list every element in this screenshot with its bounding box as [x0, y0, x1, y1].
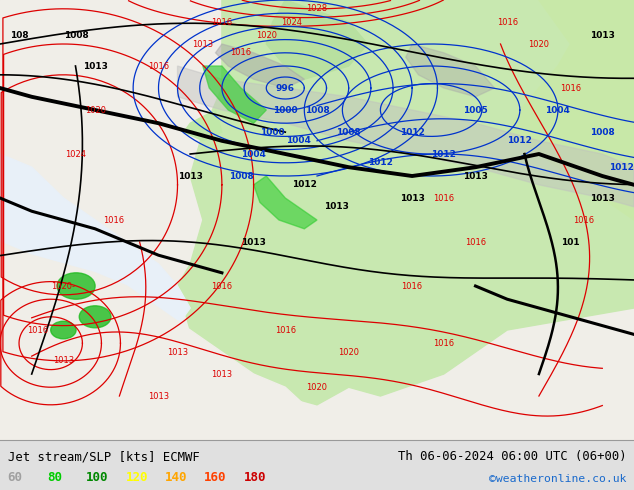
Text: 1016: 1016: [103, 216, 125, 224]
Polygon shape: [0, 242, 304, 440]
Polygon shape: [178, 0, 634, 405]
Polygon shape: [0, 154, 190, 440]
Polygon shape: [254, 176, 317, 229]
Text: 1013: 1013: [590, 194, 615, 202]
Text: 1013: 1013: [463, 172, 488, 180]
Text: 1020: 1020: [306, 383, 328, 392]
Text: 1016: 1016: [401, 282, 423, 291]
Text: 1013: 1013: [211, 369, 233, 378]
Text: 1016: 1016: [211, 18, 233, 26]
Text: 1016: 1016: [433, 339, 455, 348]
Text: 1013: 1013: [148, 392, 169, 400]
Text: 1016: 1016: [465, 238, 486, 246]
Text: ©weatheronline.co.uk: ©weatheronline.co.uk: [489, 474, 626, 484]
Text: 160: 160: [204, 471, 226, 484]
Text: 180: 180: [243, 471, 266, 484]
Text: 1020: 1020: [256, 31, 277, 40]
Text: 1013: 1013: [82, 62, 108, 71]
Text: Jet stream/SLP [kts] ECMWF: Jet stream/SLP [kts] ECMWF: [8, 450, 199, 463]
Text: 1004: 1004: [241, 149, 266, 158]
Text: 1013: 1013: [53, 356, 74, 366]
Text: 1016: 1016: [573, 216, 594, 224]
Polygon shape: [184, 110, 222, 141]
Text: 1013: 1013: [590, 31, 615, 40]
Text: 1016: 1016: [433, 194, 455, 202]
Text: 1016: 1016: [230, 49, 252, 57]
Text: 1020: 1020: [84, 105, 106, 115]
Text: 1028: 1028: [306, 4, 328, 13]
Text: 1016: 1016: [211, 282, 233, 291]
Text: 1012: 1012: [368, 158, 393, 167]
Text: 1020-: 1020-: [51, 282, 75, 291]
Text: 1016: 1016: [148, 62, 169, 71]
Text: 1024: 1024: [65, 149, 87, 158]
Text: 140: 140: [165, 471, 187, 484]
Text: 1008: 1008: [228, 172, 254, 180]
Text: 1016: 1016: [27, 325, 49, 335]
Text: 1008: 1008: [590, 127, 615, 137]
Text: 1012: 1012: [399, 127, 425, 137]
Text: 100: 100: [86, 471, 108, 484]
Text: 1008: 1008: [304, 105, 330, 115]
Text: 1004: 1004: [285, 136, 311, 146]
Text: 108: 108: [10, 31, 29, 40]
Text: 1004: 1004: [545, 105, 571, 115]
Text: 1008: 1008: [336, 127, 361, 137]
Text: 1000: 1000: [273, 105, 297, 115]
Polygon shape: [266, 0, 368, 79]
Text: 80: 80: [47, 471, 62, 484]
Text: Th 06-06-2024 06:00 UTC (06+00): Th 06-06-2024 06:00 UTC (06+00): [398, 450, 626, 463]
Circle shape: [51, 321, 76, 339]
Text: 1013: 1013: [192, 40, 214, 49]
Polygon shape: [507, 0, 634, 220]
Text: 1013: 1013: [399, 194, 425, 202]
Polygon shape: [216, 44, 304, 88]
Text: 120: 120: [126, 471, 148, 484]
Text: 1000: 1000: [261, 127, 285, 137]
Text: 1013: 1013: [167, 347, 188, 357]
Text: 1020: 1020: [338, 347, 359, 357]
Text: 1016: 1016: [496, 18, 518, 26]
Text: 1016: 1016: [275, 325, 296, 335]
Circle shape: [57, 273, 95, 299]
Text: 1016: 1016: [560, 83, 581, 93]
Text: 1020: 1020: [528, 40, 550, 49]
Text: 1008: 1008: [63, 31, 89, 40]
Text: 1012: 1012: [609, 163, 634, 172]
Text: 1024: 1024: [281, 18, 302, 26]
Polygon shape: [203, 66, 266, 123]
Text: 1005: 1005: [463, 105, 488, 115]
Text: 1012: 1012: [507, 136, 533, 146]
Text: 60: 60: [8, 471, 23, 484]
Text: 1013: 1013: [323, 202, 349, 211]
Polygon shape: [406, 44, 495, 97]
Text: 996: 996: [276, 83, 295, 93]
Text: 1013: 1013: [178, 172, 203, 180]
Text: 1012: 1012: [292, 180, 317, 189]
Text: 101: 101: [561, 238, 580, 246]
Circle shape: [79, 306, 111, 328]
Text: 1012: 1012: [431, 149, 456, 158]
Text: 1013: 1013: [241, 238, 266, 246]
Polygon shape: [178, 66, 634, 207]
